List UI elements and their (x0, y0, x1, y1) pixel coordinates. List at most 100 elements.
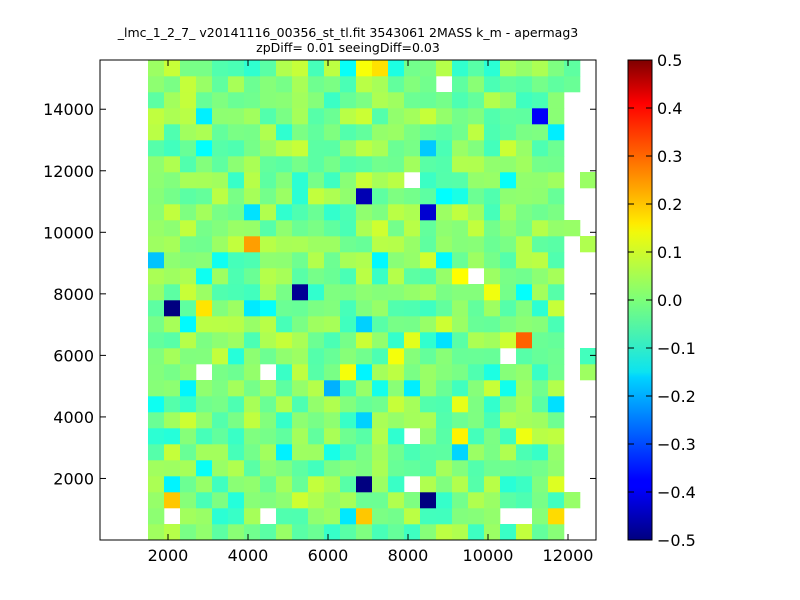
heatmap-cell (260, 524, 277, 540)
heatmap-cell (244, 60, 261, 77)
heatmap-cell (436, 92, 453, 109)
heatmap-cell (372, 396, 389, 413)
heatmap-cell (340, 156, 357, 173)
heatmap-cell (420, 380, 437, 397)
heatmap-cell (452, 284, 469, 301)
heatmap-cell (468, 92, 485, 109)
heatmap-cell (484, 396, 501, 413)
heatmap-cell (532, 428, 549, 445)
heatmap-cell (308, 396, 325, 413)
heatmap-cell (452, 396, 469, 413)
heatmap-cell (260, 92, 277, 109)
heatmap-cell (484, 172, 501, 189)
heatmap-cell (420, 284, 437, 301)
heatmap-cell (324, 428, 341, 445)
heatmap-cell (436, 332, 453, 349)
heatmap-cell (468, 524, 485, 540)
heatmap-cell (372, 284, 389, 301)
heatmap-cell (532, 412, 549, 429)
heatmap-cell (308, 268, 325, 285)
heatmap-cell (340, 236, 357, 253)
heatmap-cell (324, 60, 341, 77)
heatmap-cell (308, 204, 325, 221)
heatmap-cell (436, 348, 453, 365)
heatmap-cell (468, 332, 485, 349)
heatmap-cell (340, 108, 357, 125)
heatmap-cell (260, 156, 277, 173)
heatmap-cell (372, 124, 389, 141)
heatmap-cell (516, 492, 533, 509)
heatmap-cell (212, 284, 229, 301)
heatmap-cell (420, 492, 437, 509)
heatmap-cell (516, 76, 533, 93)
heatmap-cell (372, 316, 389, 333)
heatmap-cell (260, 236, 277, 253)
heatmap-cell (196, 412, 213, 429)
heatmap-cell (228, 284, 245, 301)
heatmap-cell (388, 460, 405, 477)
heatmap-cell (356, 284, 373, 301)
heatmap-cell (148, 492, 165, 509)
heatmap-cell (516, 124, 533, 141)
heatmap-cell (420, 76, 437, 93)
heatmap-cell (532, 332, 549, 349)
heatmap-cell (420, 524, 437, 540)
heatmap-cell (452, 460, 469, 477)
heatmap-cell (340, 252, 357, 269)
heatmap-cell (548, 60, 565, 77)
heatmap-cell (548, 444, 565, 461)
heatmap-cell (436, 236, 453, 253)
heatmap-cell (452, 236, 469, 253)
heatmap-cell (420, 300, 437, 317)
heatmap-cell (228, 108, 245, 125)
heatmap-cell (388, 60, 405, 77)
heatmap-cell (548, 492, 565, 509)
heatmap-cell (324, 220, 341, 237)
heatmap-cell (244, 252, 261, 269)
heatmap-cell (484, 348, 501, 365)
heatmap-cell (388, 348, 405, 365)
heatmap-cell (484, 124, 501, 141)
heatmap-cell (148, 268, 165, 285)
heatmap-cell (484, 460, 501, 477)
heatmap-cell (164, 204, 181, 221)
heatmap-cell (404, 140, 421, 157)
heatmap-cell (244, 524, 261, 540)
heatmap-cell (356, 140, 373, 157)
heatmap-cell (388, 316, 405, 333)
heatmap-cell (196, 108, 213, 125)
heatmap-cell (212, 156, 229, 173)
heatmap-cell (436, 380, 453, 397)
heatmap-cell (260, 332, 277, 349)
heatmap-cell (244, 316, 261, 333)
heatmap-cell (548, 476, 565, 493)
colorbar-tick-label: −0.5 (657, 531, 696, 550)
heatmap-cell (308, 172, 325, 189)
heatmap-cell (404, 396, 421, 413)
heatmap-cell (292, 508, 309, 525)
heatmap-cell (228, 60, 245, 77)
heatmap-cell (196, 124, 213, 141)
heatmap-cell (260, 268, 277, 285)
heatmap-cell (340, 268, 357, 285)
heatmap-cell (372, 380, 389, 397)
heatmap-cell (388, 508, 405, 525)
heatmap-cell (404, 252, 421, 269)
heatmap-cell (308, 188, 325, 205)
heatmap-cell (276, 252, 293, 269)
heatmap-cell (500, 140, 517, 157)
heatmap-cell (388, 236, 405, 253)
heatmap-cell (276, 300, 293, 317)
heatmap-cell (244, 236, 261, 253)
heatmap-cell (340, 508, 357, 525)
heatmap-cell (308, 348, 325, 365)
heatmap-cell (196, 380, 213, 397)
heatmap-cell (180, 444, 197, 461)
x-tick-label: 6000 (308, 546, 349, 565)
heatmap-cell (468, 428, 485, 445)
heatmap-cell (292, 204, 309, 221)
heatmap-cell (260, 108, 277, 125)
heatmap-cell (148, 476, 165, 493)
heatmap-cell (228, 428, 245, 445)
heatmap-cell (340, 492, 357, 509)
